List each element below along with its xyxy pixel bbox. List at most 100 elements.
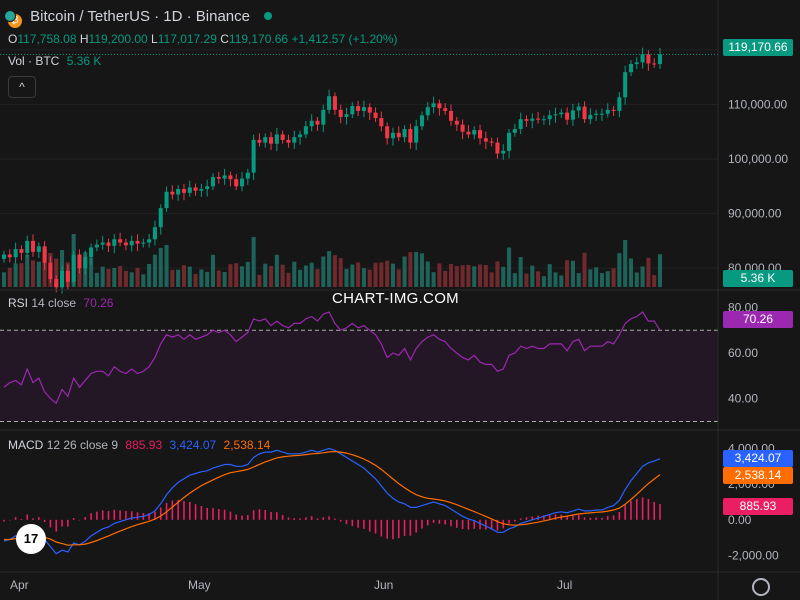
macd-hist-bar bbox=[200, 505, 203, 520]
tether-icon bbox=[4, 10, 16, 22]
macd-hist-bar bbox=[624, 505, 626, 520]
macd-hist-bar bbox=[421, 519, 423, 529]
volume-bar bbox=[408, 252, 413, 287]
volume-bar bbox=[7, 267, 12, 287]
candle-body bbox=[437, 103, 442, 109]
macd-hist-bar bbox=[467, 519, 470, 530]
rsi-legend[interactable]: RSI 14 close 70.26 bbox=[8, 296, 113, 310]
macd-hist-bar bbox=[78, 519, 81, 521]
volume-label: Vol · BTC bbox=[8, 54, 60, 68]
tradingview-logo-icon[interactable]: 17 bbox=[16, 524, 46, 554]
volume-bar bbox=[152, 254, 157, 287]
macd-hist-bar bbox=[630, 500, 632, 520]
volume-bar bbox=[315, 269, 320, 287]
settings-gear-icon[interactable] bbox=[752, 578, 770, 596]
macd-hist-bar bbox=[595, 517, 597, 520]
volume-bar bbox=[623, 240, 628, 287]
macd-hist-bar bbox=[49, 519, 52, 528]
macd-hist-bar bbox=[119, 510, 121, 520]
volume-bar bbox=[309, 262, 314, 287]
volume-legend: Vol · BTC 5.36 K bbox=[8, 54, 101, 68]
candle-body bbox=[454, 120, 459, 125]
macd-hist-bar bbox=[392, 519, 394, 540]
candle-body bbox=[640, 54, 645, 63]
macd-hist-bar bbox=[566, 516, 568, 520]
macd-hist-bar bbox=[125, 510, 127, 520]
macd-legend[interactable]: MACD 12 26 close 9 885.93 3,424.07 2,538… bbox=[8, 438, 270, 452]
price-axis-tick: 100,000.00 bbox=[728, 152, 788, 166]
macd-hist-bar bbox=[136, 512, 139, 520]
volume-bar bbox=[565, 260, 570, 287]
macd-hist-bar bbox=[548, 514, 551, 520]
macd-hist-bar bbox=[386, 519, 388, 539]
macd-hist-bar bbox=[426, 519, 429, 526]
macd-hist-bar bbox=[438, 519, 441, 524]
candle-body bbox=[582, 106, 587, 120]
candle-body bbox=[187, 187, 192, 193]
macd-hist-bar bbox=[130, 511, 133, 520]
candle-body bbox=[536, 118, 541, 120]
candle-body bbox=[460, 124, 465, 132]
rsi-band bbox=[0, 330, 718, 422]
volume-bar bbox=[483, 265, 488, 287]
candle-body bbox=[263, 137, 268, 143]
rsi-params: 14 close bbox=[31, 296, 77, 310]
macd-hist-bar bbox=[113, 509, 116, 520]
candle-body bbox=[48, 262, 53, 280]
x-tick-jul: Jul bbox=[557, 578, 573, 592]
volume-bar bbox=[367, 269, 372, 287]
macd-hist-bar bbox=[456, 519, 458, 528]
volume-bar bbox=[344, 268, 349, 287]
volume-bar bbox=[460, 265, 465, 287]
macd-hist-bar bbox=[653, 501, 655, 520]
symbol-title[interactable]: Bitcoin / TetherUS · 1D · Binance bbox=[30, 8, 250, 25]
candle-body bbox=[361, 107, 366, 111]
candle-body bbox=[274, 134, 279, 144]
candle-body bbox=[332, 96, 337, 110]
macd-hist-bar bbox=[450, 519, 452, 527]
candle-body bbox=[158, 208, 163, 228]
signal-line bbox=[4, 450, 661, 546]
volume-bar bbox=[559, 275, 564, 287]
volume-bar bbox=[164, 245, 169, 287]
volume-value: 5.36 K bbox=[66, 54, 102, 68]
collapse-chevron-icon[interactable]: ^ bbox=[8, 76, 36, 98]
candle-body bbox=[408, 128, 413, 143]
candle-body bbox=[77, 254, 82, 269]
volume-bar bbox=[228, 264, 233, 287]
candle-body bbox=[512, 128, 517, 133]
candle-body bbox=[379, 118, 384, 127]
macd-hist-bar bbox=[322, 517, 325, 520]
candle-body bbox=[181, 189, 186, 193]
volume-bar bbox=[454, 266, 459, 287]
volume-bar bbox=[303, 265, 308, 287]
x-tick-apr: Apr bbox=[10, 578, 29, 592]
macd-hist-bar bbox=[519, 518, 522, 520]
volume-bar bbox=[646, 257, 651, 287]
volume-bar bbox=[257, 274, 262, 287]
macd-hist-bar bbox=[223, 509, 226, 520]
macd-hist-bar bbox=[589, 517, 592, 520]
rsi-axis-tick: 40.00 bbox=[728, 392, 758, 406]
macd-hist-bar bbox=[107, 510, 110, 520]
volume-bar bbox=[100, 266, 105, 287]
candle-body bbox=[152, 227, 157, 240]
candle-body bbox=[147, 239, 152, 243]
volume-bar bbox=[106, 269, 111, 287]
candle-body bbox=[135, 240, 140, 244]
candle-body bbox=[356, 106, 361, 111]
candle-body bbox=[350, 106, 355, 115]
macd-hist-bar bbox=[351, 519, 354, 527]
candle-body bbox=[414, 126, 419, 143]
macd-hist-bar bbox=[72, 518, 75, 520]
macd-hist-bar bbox=[397, 519, 400, 539]
macd-line bbox=[3, 447, 661, 555]
candle-body bbox=[1, 254, 7, 259]
rsi-tag: 70.26 bbox=[723, 311, 793, 328]
macd-hist-bar bbox=[101, 510, 104, 520]
volume-bar bbox=[1, 272, 7, 287]
candle-body bbox=[623, 72, 628, 98]
macd-hist-bar bbox=[310, 516, 313, 520]
volume-bar bbox=[54, 258, 59, 287]
